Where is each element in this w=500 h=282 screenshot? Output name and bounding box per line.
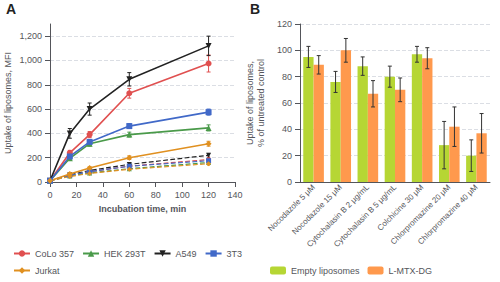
svg-text:600: 600 xyxy=(27,104,42,114)
svg-text:B: B xyxy=(250,1,260,17)
svg-text:120: 120 xyxy=(277,19,292,29)
svg-text:Incubation time, min: Incubation time, min xyxy=(99,204,187,214)
svg-text:100: 100 xyxy=(175,190,190,200)
svg-text:60: 60 xyxy=(124,190,134,200)
svg-text:60: 60 xyxy=(282,98,292,108)
svg-text:80: 80 xyxy=(151,190,161,200)
svg-text:1,000: 1,000 xyxy=(19,55,42,65)
svg-text:Chlorpromazine 20 μM: Chlorpromazine 20 μM xyxy=(388,182,453,247)
svg-text:A549: A549 xyxy=(176,249,197,259)
svg-text:40: 40 xyxy=(282,124,292,134)
svg-text:Empty liposomes: Empty liposomes xyxy=(291,266,360,276)
svg-text:80: 80 xyxy=(282,72,292,82)
svg-text:40: 40 xyxy=(98,190,108,200)
svg-text:Uptake of liposomes, MFI: Uptake of liposomes, MFI xyxy=(3,52,13,154)
svg-text:400: 400 xyxy=(27,128,42,138)
svg-text:Uptake of liposomes,: Uptake of liposomes, xyxy=(245,61,255,145)
svg-text:L-MTX-DG: L-MTX-DG xyxy=(389,266,433,276)
svg-text:CoLo 357: CoLo 357 xyxy=(35,249,74,259)
svg-text:A: A xyxy=(6,1,16,17)
svg-text:Nocodazole 5 μM: Nocodazole 5 μM xyxy=(266,183,316,233)
svg-text:20: 20 xyxy=(282,151,292,161)
svg-text:0: 0 xyxy=(37,177,42,187)
svg-text:Cytochalasin B 5 μg/mL: Cytochalasin B 5 μg/mL xyxy=(332,182,399,249)
svg-text:20: 20 xyxy=(71,190,81,200)
svg-text:100: 100 xyxy=(277,45,292,55)
svg-text:Cytochalasin B 2 μg/mL: Cytochalasin B 2 μg/mL xyxy=(304,182,371,249)
svg-text:120: 120 xyxy=(201,190,216,200)
svg-text:140: 140 xyxy=(227,190,242,200)
svg-text:0: 0 xyxy=(47,190,52,200)
svg-text:% of untreated control: % of untreated control xyxy=(256,59,266,147)
svg-text:Jurkat: Jurkat xyxy=(35,266,60,276)
svg-text:1,200: 1,200 xyxy=(19,31,42,41)
svg-text:0: 0 xyxy=(287,177,292,187)
svg-text:800: 800 xyxy=(27,80,42,90)
svg-text:Chlorpromazine 40 μM: Chlorpromazine 40 μM xyxy=(416,183,480,247)
svg-text:3T3: 3T3 xyxy=(227,249,243,259)
svg-text:Nocodazole 15 μM: Nocodazole 15 μM xyxy=(290,183,344,237)
svg-text:200: 200 xyxy=(27,153,42,163)
svg-text:HEK 293T: HEK 293T xyxy=(104,249,146,259)
svg-text:Colchicine 30 μM: Colchicine 30 μM xyxy=(376,183,426,233)
